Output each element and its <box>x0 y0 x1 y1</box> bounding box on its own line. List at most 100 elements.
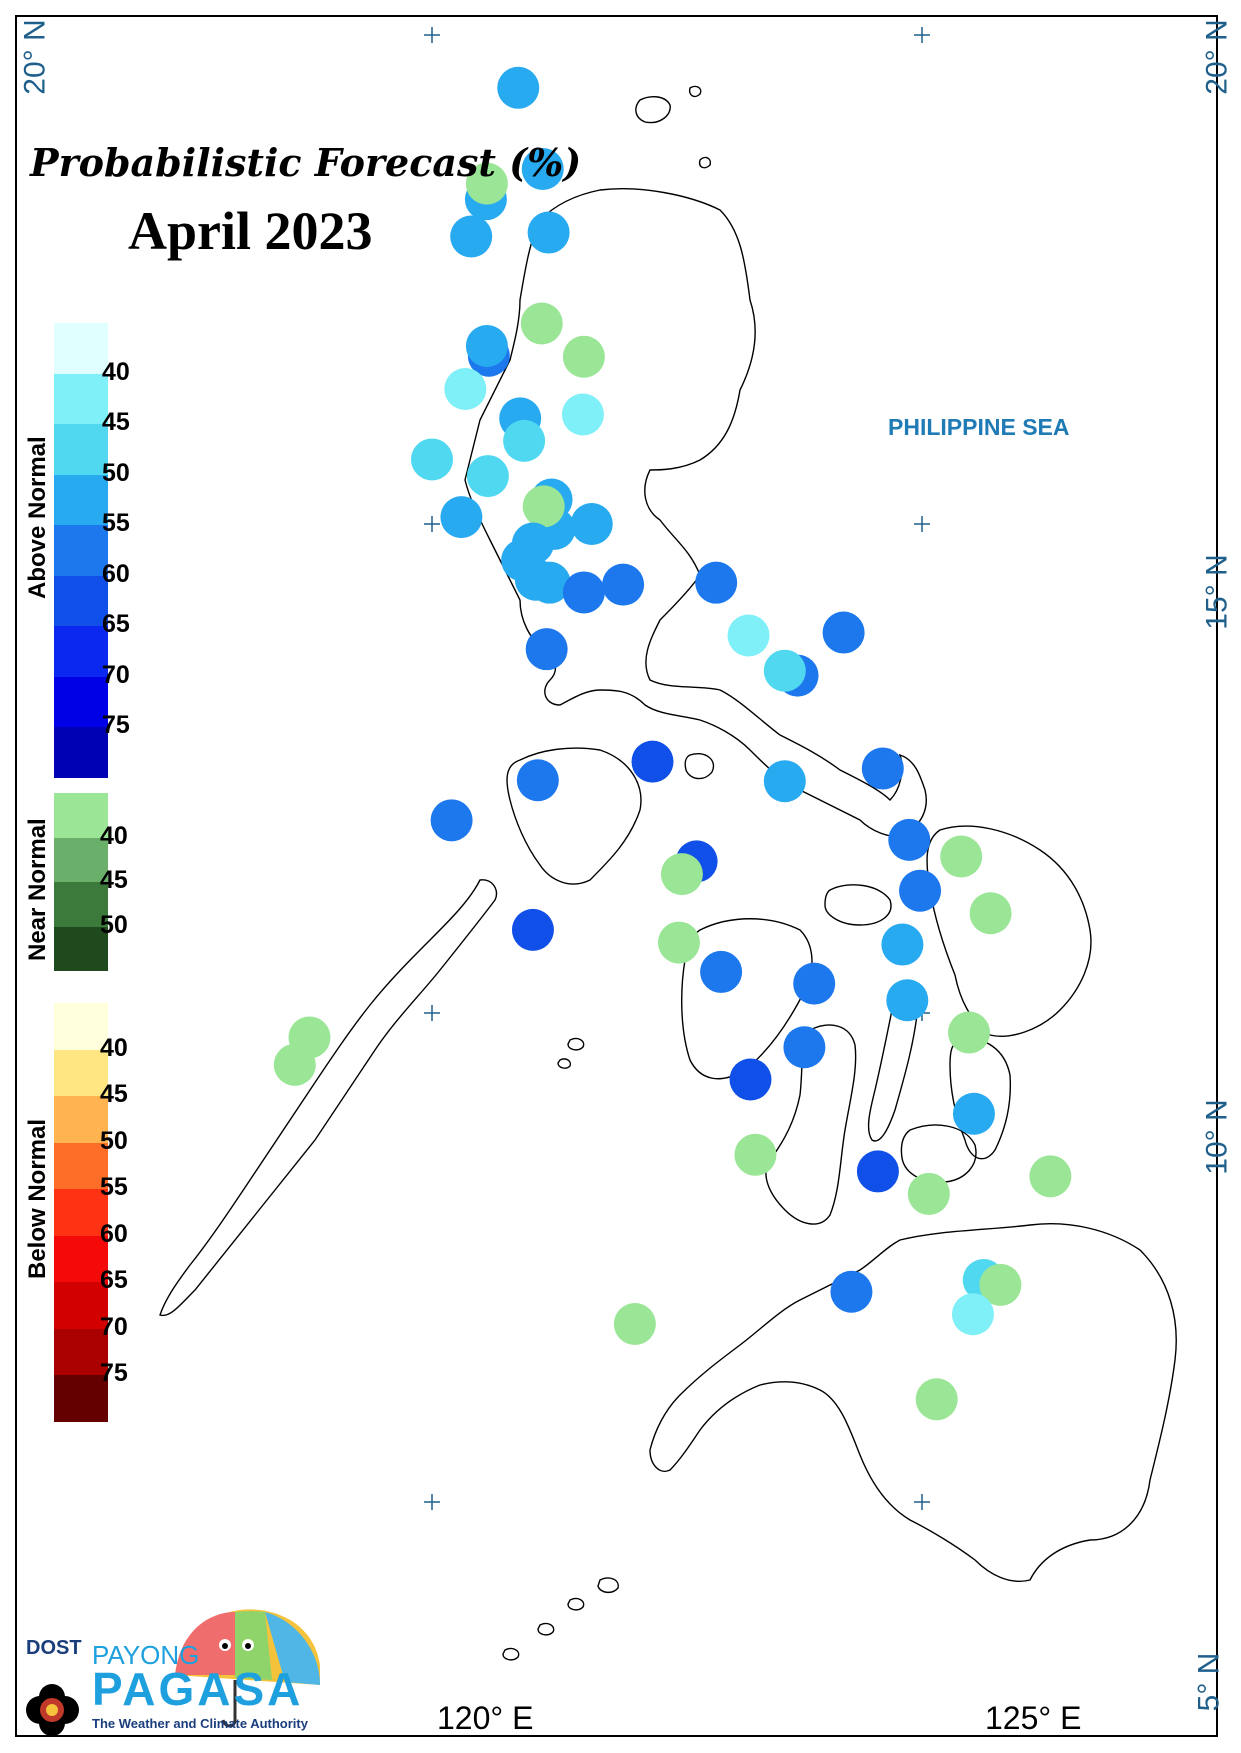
station-marker-near <box>915 1378 958 1421</box>
station-marker-above <box>830 1270 873 1313</box>
map-title: Probabilistic Forecast (%) <box>30 140 582 185</box>
legend-swatch <box>54 837 108 882</box>
legend-swatch <box>54 1375 108 1422</box>
legend-tick-label: 70 <box>100 1312 128 1341</box>
map-frame <box>15 15 1218 1737</box>
station-marker-near <box>657 921 700 964</box>
station-marker-above <box>951 1293 994 1336</box>
graticule-cross <box>914 1494 930 1510</box>
legend-label-near: Near Normal <box>24 818 51 961</box>
legend-tick-label: 75 <box>100 1359 128 1387</box>
station-marker-near <box>1029 1155 1072 1198</box>
legend-label-below: Below Normal <box>24 1118 51 1279</box>
station-marker-above <box>503 419 546 462</box>
legend-swatch <box>54 525 108 576</box>
graticule-cross <box>424 1494 440 1510</box>
station-marker-near <box>522 485 565 528</box>
station-marker-near <box>948 1011 991 1054</box>
station-marker-above <box>729 1058 772 1101</box>
legend-swatch <box>54 373 108 424</box>
lat-label-20n-left: 20° N <box>18 19 52 95</box>
graticule-cross <box>424 516 440 532</box>
lat-label-5n: 5° N <box>1192 1652 1226 1712</box>
station-marker-near <box>660 853 703 896</box>
legend-tick-label: 55 <box>100 1173 128 1201</box>
station-marker-above <box>727 614 770 657</box>
logo-pagasa-text: PAGASA <box>92 1663 304 1715</box>
station-marker-above <box>783 1026 826 1069</box>
station-markers <box>273 66 1072 1421</box>
lon-label-125e: 125° E <box>985 1700 1082 1736</box>
lon-label-120e: 120° E <box>437 1700 534 1736</box>
legend-tick-label: 45 <box>102 408 130 436</box>
station-marker-above <box>444 368 487 411</box>
station-marker-above <box>695 561 738 604</box>
station-marker-near <box>979 1263 1022 1306</box>
legend-swatch <box>54 1096 108 1143</box>
station-marker-above <box>570 503 613 545</box>
lat-label-15n: 15° N <box>1200 554 1234 630</box>
legend-swatch <box>54 676 108 727</box>
station-marker-above <box>899 869 942 912</box>
legend-swatch <box>54 1328 108 1375</box>
station-marker-near <box>273 1043 316 1086</box>
legend-swatch <box>54 727 108 778</box>
station-marker-above <box>700 950 743 993</box>
legend-tick-label: 60 <box>100 1219 128 1248</box>
legend-tick-label: 40 <box>100 821 128 850</box>
legend-tick-label: 70 <box>102 660 130 689</box>
legend-tick-label: 60 <box>102 559 130 588</box>
graticule-cross <box>424 1005 440 1021</box>
station-marker-above <box>561 393 604 436</box>
station-marker-above <box>525 628 568 671</box>
station-marker-above <box>763 760 806 803</box>
station-marker-above <box>521 147 564 190</box>
legend-tick-label: 50 <box>102 458 130 487</box>
legend-tick-label: 55 <box>102 509 130 537</box>
station-marker-above <box>602 563 645 606</box>
legend-swatch <box>54 793 108 838</box>
map-subtitle: April 2023 <box>128 201 373 261</box>
logo-payong-text: PAYONG <box>92 1640 200 1670</box>
legend-swatch <box>54 1282 108 1329</box>
legend-tick-label: 45 <box>100 866 128 894</box>
station-marker-above <box>888 818 931 861</box>
station-marker-near <box>562 335 605 378</box>
legend-above-normal <box>54 323 108 778</box>
legend-swatch <box>54 323 108 374</box>
legend-below-normal <box>54 1003 108 1422</box>
legend-swatch <box>54 1189 108 1236</box>
legend-near-normal <box>54 793 108 971</box>
station-marker-above <box>527 211 570 254</box>
station-marker-near <box>613 1303 656 1346</box>
legend-swatch <box>54 926 108 971</box>
graticule-cross <box>914 516 930 532</box>
legend-swatch <box>54 1049 108 1096</box>
station-marker-above <box>886 979 929 1022</box>
station-marker-above <box>450 215 493 258</box>
legend-tick-label: 50 <box>100 1126 128 1155</box>
legend-swatch <box>54 424 108 475</box>
station-marker-above <box>516 759 559 802</box>
station-marker-above <box>430 799 473 842</box>
station-marker-above <box>793 962 836 1005</box>
station-marker-above <box>497 66 540 109</box>
logo-dost-text: DOST <box>26 1637 82 1659</box>
pagasa-logo <box>26 1609 320 1735</box>
station-marker-near <box>969 892 1012 935</box>
graticule-cross <box>914 27 930 43</box>
station-marker-above <box>763 649 806 692</box>
legend-tick-label: 65 <box>100 1266 128 1294</box>
legend-tick-label: 75 <box>102 711 130 739</box>
dost-emblem-icon <box>26 1684 79 1735</box>
station-marker-near <box>907 1172 950 1215</box>
lat-label-20n-right: 20° N <box>1200 19 1234 95</box>
legend-swatch <box>54 474 108 525</box>
legend-tick-label: 45 <box>100 1080 128 1108</box>
station-marker-above <box>881 923 924 966</box>
station-marker-near <box>465 162 508 205</box>
station-marker-near <box>520 302 563 345</box>
station-marker-above <box>952 1092 995 1135</box>
legend-tick-label: 40 <box>102 357 130 386</box>
